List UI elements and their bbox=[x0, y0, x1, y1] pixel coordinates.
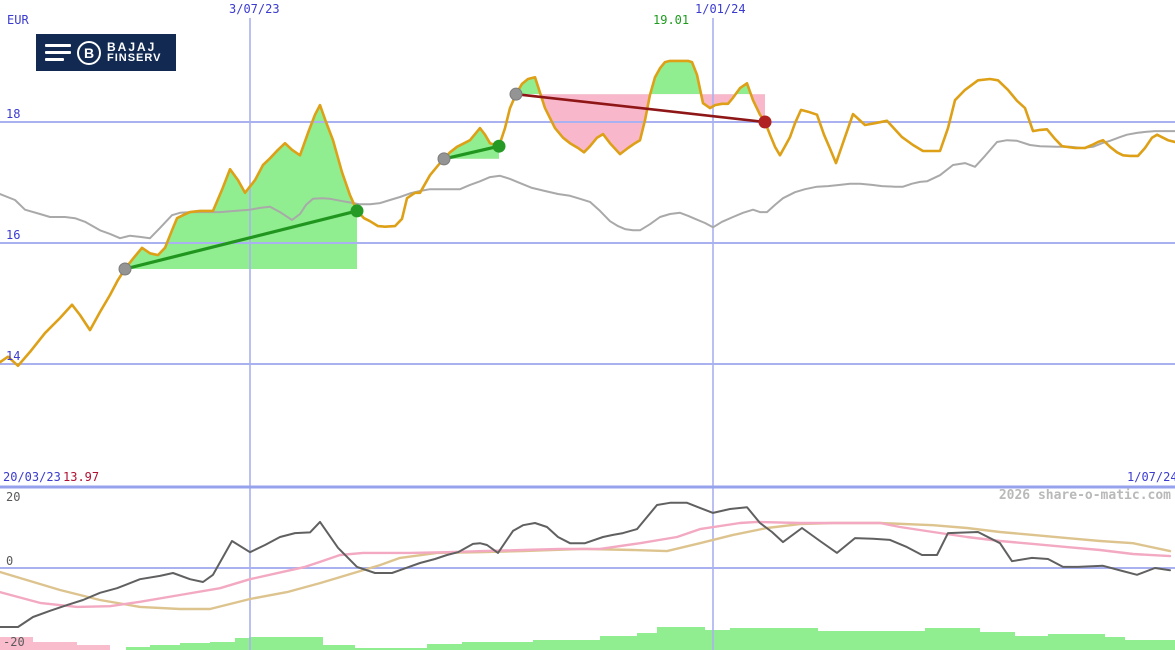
trade-1-exit-dot bbox=[350, 204, 364, 218]
oscillator-signal-line bbox=[0, 520, 1172, 609]
osc-tick-minus20: -20 bbox=[3, 635, 25, 649]
logo-line1: BAJAJ bbox=[107, 40, 157, 54]
benchmark-line bbox=[0, 130, 1175, 240]
volume-bar-positive bbox=[180, 643, 210, 650]
high-price-annotation: 19.01 bbox=[653, 13, 690, 27]
price-tick-14: 14 bbox=[6, 349, 21, 363]
price-tick-18: 18 bbox=[6, 107, 21, 121]
volume-bar-positive bbox=[126, 647, 150, 650]
volume-bar-positive bbox=[249, 637, 323, 650]
trade-3-profit-area bbox=[516, 60, 765, 95]
volume-bar-positive bbox=[355, 648, 427, 650]
volume-bar-positive bbox=[235, 638, 249, 650]
volume-bar-positive bbox=[1048, 634, 1105, 650]
volume-bar-negative bbox=[0, 637, 33, 650]
menu-icon bbox=[45, 44, 71, 61]
volume-bar-positive bbox=[150, 645, 180, 650]
osc-tick-0: 0 bbox=[6, 554, 14, 568]
volume-bar-positive bbox=[462, 642, 533, 650]
volume-bar-negative bbox=[33, 642, 77, 650]
trade-3-trend-line bbox=[515, 92, 766, 124]
trade-2-trend-line bbox=[443, 144, 500, 161]
logo-line2: FINSERV bbox=[107, 52, 162, 64]
share-price-line bbox=[0, 59, 1175, 368]
volume-bar-positive bbox=[533, 640, 600, 650]
volume-bar-positive bbox=[210, 642, 235, 650]
bajaj-finserv-logo: B BAJAJ FINSERV bbox=[36, 34, 176, 71]
start-date-label: 20/03/23 bbox=[3, 470, 61, 484]
volume-bar-positive bbox=[705, 630, 730, 650]
volume-bar-positive bbox=[925, 628, 980, 650]
x-tick-date-end: 1/07/24 bbox=[1127, 470, 1175, 484]
trade-2-exit-dot bbox=[492, 139, 506, 153]
volume-bar-positive bbox=[637, 633, 657, 650]
volume-bar-positive bbox=[600, 636, 637, 650]
volume-bar-positive bbox=[657, 627, 705, 650]
trade-1-trend-line bbox=[124, 209, 358, 271]
trade-3-loss-area bbox=[516, 94, 765, 155]
logo-wordmark: BAJAJ FINSERV bbox=[107, 41, 161, 64]
bajaj-b-icon: B bbox=[77, 40, 101, 65]
currency-label: EUR bbox=[7, 13, 29, 27]
volume-bar-positive bbox=[818, 631, 925, 650]
volume-bar-negative bbox=[77, 645, 110, 650]
volume-bar-positive bbox=[1015, 636, 1048, 650]
volume-bar-positive bbox=[1125, 640, 1175, 650]
volume-bar-positive bbox=[730, 628, 818, 650]
x-tick-date-1: 3/07/23 bbox=[229, 2, 280, 16]
volume-bar-positive bbox=[427, 644, 462, 650]
price-tick-16: 16 bbox=[6, 228, 21, 242]
trade-3-exit-dot bbox=[758, 115, 772, 129]
oscillator-main-line bbox=[0, 501, 1171, 628]
x-tick-date-2: 1/01/24 bbox=[695, 2, 746, 16]
trade-3-entry-dot bbox=[509, 87, 523, 101]
trade-1-entry-dot bbox=[118, 262, 132, 276]
volume-bar-positive bbox=[1105, 637, 1125, 650]
osc-tick-20: 20 bbox=[6, 490, 21, 504]
trade-2-entry-dot bbox=[437, 152, 451, 166]
volume-bar-positive bbox=[323, 645, 355, 650]
watermark: 2026 share-o-matic.com bbox=[998, 488, 1171, 503]
volume-bar-positive bbox=[980, 632, 1015, 650]
start-price-label: 13.97 bbox=[63, 470, 100, 484]
